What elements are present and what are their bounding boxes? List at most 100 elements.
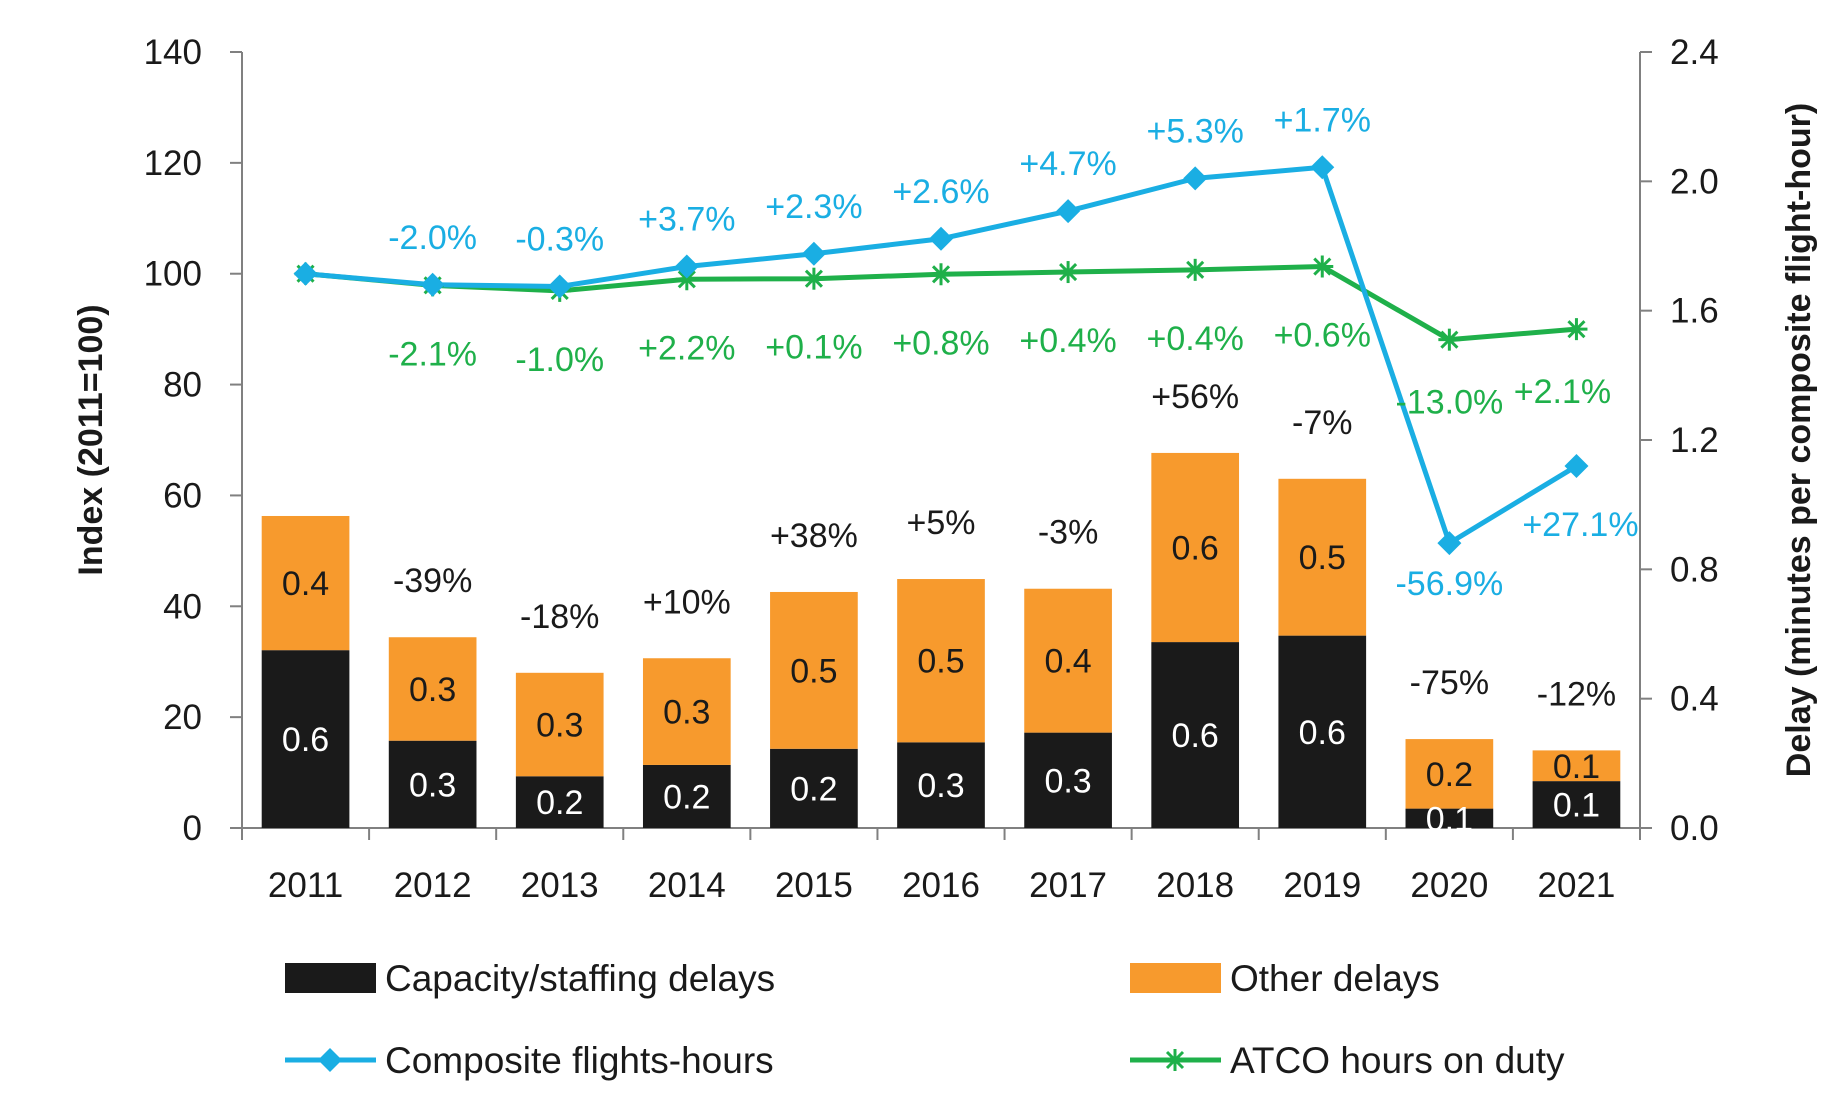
bar-change-label: -7% <box>1292 404 1352 442</box>
bar-capacity-staffing-label: 0.2 <box>663 778 710 816</box>
bar-other-delays <box>1024 588 1112 733</box>
bars <box>261 452 1621 828</box>
atco-hours-change-label: +2.1% <box>1514 373 1611 411</box>
y-right-tick-label: 2.0 <box>1670 162 1719 201</box>
x-tick-label: 2017 <box>1029 866 1107 905</box>
bar-other-delays <box>770 591 858 749</box>
composite-flight-hours-marker <box>1564 454 1589 479</box>
legend-swatch-other-delays <box>1130 963 1221 993</box>
composite-flight-hours-marker <box>293 261 318 286</box>
bar-other-delays-label: 0.5 <box>1299 539 1346 577</box>
composite-flight-hours-change-label: +4.7% <box>1019 145 1116 183</box>
composite-flight-hours-marker <box>1437 531 1462 556</box>
bar-change-label: -12% <box>1537 675 1616 713</box>
composite-flight-hours-change-label: -56.9% <box>1395 565 1503 603</box>
bar-capacity-staffing-label: 0.2 <box>536 784 583 822</box>
composite-flight-hours-marker <box>1183 166 1208 191</box>
bar-other-delays-label: 0.5 <box>790 652 837 690</box>
bar-change-label: +38% <box>770 517 858 555</box>
x-tick-label: 2016 <box>902 866 980 905</box>
composite-flight-hours-marker <box>801 241 826 266</box>
composite-flight-hours-change-label: -2.0% <box>388 219 477 257</box>
atco-hours-change-label: +2.2% <box>638 329 735 367</box>
composite-flight-hours-change-label: -0.3% <box>515 220 604 258</box>
composite-flight-hours-marker <box>929 226 953 251</box>
legend-label-capacity-staffing: Capacity/staffing delays <box>385 958 775 999</box>
y-right-tick-label: 0.4 <box>1670 680 1719 719</box>
composite-flight-hours-marker <box>1310 155 1335 180</box>
legend-label-composite-flight-hours: Composite flights-hours <box>385 1040 774 1081</box>
y-left-tick-label: 40 <box>163 587 202 626</box>
composite-flight-hours-change-label: +1.7% <box>1274 101 1371 139</box>
bar-other-delays <box>1532 750 1621 782</box>
lines <box>293 155 1589 556</box>
y-left-tick-label: 140 <box>144 33 202 72</box>
bar-other-delays <box>897 579 985 743</box>
y-right-tick-label: 0.8 <box>1670 550 1719 589</box>
bar-capacity-staffing-label: 0.3 <box>409 766 456 804</box>
legend-label-other-delays: Other delays <box>1230 958 1440 999</box>
bar-capacity-staffing <box>515 776 604 828</box>
atco-hours-marker <box>1311 255 1334 278</box>
bar-other-delays <box>1151 452 1240 643</box>
bar-capacity-staffing <box>897 742 985 828</box>
composite-flight-hours-change-label: +2.3% <box>765 188 862 226</box>
atco-hours-marker <box>1184 258 1207 281</box>
legend: Capacity/staffing delays Other delays Comp… <box>285 958 1565 1081</box>
bar-change-label: -75% <box>1410 664 1489 702</box>
bar-capacity-staffing-label: 0.6 <box>1299 714 1346 752</box>
bar-capacity-staffing-label: 0.1 <box>1553 787 1600 825</box>
bar-other-delays-label: 0.6 <box>1172 530 1219 568</box>
y-right-tick-label: 2.4 <box>1670 33 1719 72</box>
bar-other-delays <box>1405 739 1494 809</box>
bar-other-delays-label: 0.5 <box>917 643 964 681</box>
bar-capacity-staffing <box>1151 642 1240 828</box>
bar-other-delays-label: 0.1 <box>1553 748 1600 786</box>
bar-change-label: -39% <box>393 562 472 600</box>
x-tick-label: 2018 <box>1156 866 1234 905</box>
bar-capacity-staffing-label: 0.2 <box>790 770 837 808</box>
bar-other-delays-label: 0.4 <box>282 565 329 603</box>
bar-capacity-staffing <box>1532 781 1621 828</box>
axes: 0 20 40 60 80 100 120 140 0.0 0.4 0.8 1.2 1.6 2.0 2.4 2… <box>72 33 1818 905</box>
atco-hours-change-label: +0.4% <box>1147 320 1244 358</box>
y-right-tick-label: 1.6 <box>1670 292 1719 331</box>
composite-flight-hours-marker <box>1056 199 1081 224</box>
x-tick-label: 2019 <box>1283 866 1361 905</box>
bar-other-delays <box>388 637 477 741</box>
atco-hours-change-label: +0.8% <box>892 324 989 362</box>
bar-capacity-staffing-label: 0.3 <box>1044 762 1091 800</box>
bar-other-delays-label: 0.3 <box>409 671 456 709</box>
atco-hours-change-label: +0.4% <box>1019 322 1116 360</box>
legend-label-atco-hours: ATCO hours on duty <box>1230 1040 1565 1081</box>
bar-other-delays <box>642 658 731 765</box>
bar-capacity-staffing-label: 0.3 <box>917 767 964 805</box>
x-tick-label: 2012 <box>394 866 472 905</box>
bar-other-delays-label: 0.3 <box>536 707 583 745</box>
bar-capacity-staffing <box>642 764 731 828</box>
bar-capacity-staffing-label: 0.6 <box>1172 717 1219 755</box>
bar-other-delays-label: 0.4 <box>1044 643 1091 681</box>
bar-capacity-staffing <box>261 650 350 828</box>
atco-hours-marker <box>802 267 825 290</box>
y-left-tick-label: 100 <box>144 255 202 294</box>
x-tick-label: 2014 <box>648 866 726 905</box>
composite-flight-hours-change-label: +5.3% <box>1147 112 1244 150</box>
y-right-tick-label: 0.0 <box>1670 809 1719 848</box>
bar-capacity-staffing <box>1278 635 1367 828</box>
composite-flight-hours-change-label: +2.6% <box>892 173 989 211</box>
y-left-tick-label: 20 <box>163 698 202 737</box>
bar-change-label: +5% <box>907 504 976 542</box>
bar-capacity-staffing <box>1024 732 1112 828</box>
line-labels: -2.0% -0.3% +3.7% +2.3% +2.6% +4.7% +5.3% +1.7%… <box>388 101 1638 603</box>
composite-flight-hours-change-label: +3.7% <box>638 201 735 239</box>
bar-other-delays-label: 0.2 <box>1426 756 1473 794</box>
bar-capacity-staffing <box>1405 808 1494 828</box>
y-right-tick-label: 1.2 <box>1670 421 1719 460</box>
x-tick-label: 2011 <box>268 866 343 905</box>
composite-flight-hours-marker <box>420 272 445 297</box>
bar-other-delays <box>515 672 604 777</box>
atco-hours-marker <box>1057 261 1080 284</box>
bar-change-label: +10% <box>643 583 731 621</box>
y-left-tick-label: 80 <box>163 366 202 405</box>
